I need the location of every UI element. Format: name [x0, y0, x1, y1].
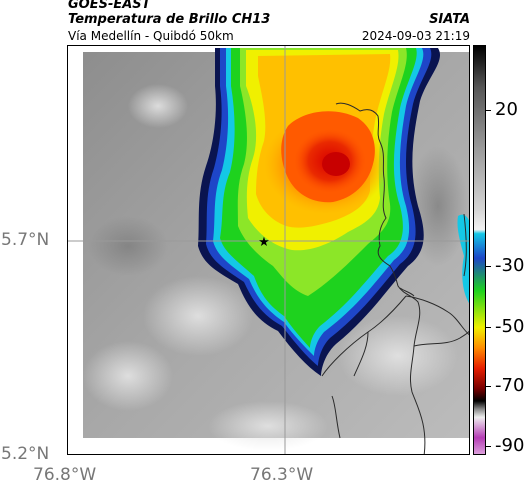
cloud-texture: [208, 401, 328, 451]
colorbar-tick: [486, 266, 491, 267]
cloud-texture: [338, 316, 458, 396]
dept-border: [331, 395, 341, 439]
star-icon: ★: [258, 235, 270, 250]
colorbar-tick: [486, 110, 491, 111]
country-border: [399, 287, 415, 297]
lon-label: 76.3°W: [250, 465, 314, 485]
cloud-texture: [88, 216, 168, 276]
colorbar-tick: [486, 446, 491, 447]
colorbar-label: -30: [495, 255, 525, 276]
no-data-left: [68, 46, 83, 454]
dept-border: [321, 295, 469, 377]
lat-label: 5.7°N: [1, 230, 50, 250]
cloud-texture: [128, 84, 188, 128]
colorbar-label: -70: [495, 375, 525, 396]
route-subtitle: Vía Medellín - Quibdó 50km: [68, 29, 234, 43]
colorbar-label: 20: [495, 99, 518, 120]
cloud-texture: [143, 276, 253, 356]
agency-label: SIATA: [429, 12, 470, 27]
product-title: Temperatura de Brillo CH13: [68, 12, 271, 27]
cloud-texture: [83, 341, 173, 411]
country-border: [463, 213, 467, 277]
colorbar-label: -50: [495, 316, 525, 337]
lon-label: 76.8°W: [33, 465, 97, 485]
lat-label: 5.2°N: [1, 444, 50, 464]
satellite-map[interactable]: ★: [67, 45, 470, 455]
colorbar-tick: [486, 386, 491, 387]
map-canvas: ★: [68, 46, 469, 454]
country-border: [335, 102, 426, 454]
contour-deep-red: [322, 152, 350, 176]
colorbar-tick: [486, 327, 491, 328]
dept-border: [413, 330, 469, 347]
colorbar: [473, 45, 486, 455]
datetime-label: 2024-09-03 21:19: [361, 29, 470, 43]
satellite-title: GOES-EAST: [68, 0, 151, 12]
colorbar-label: -90: [495, 435, 525, 456]
